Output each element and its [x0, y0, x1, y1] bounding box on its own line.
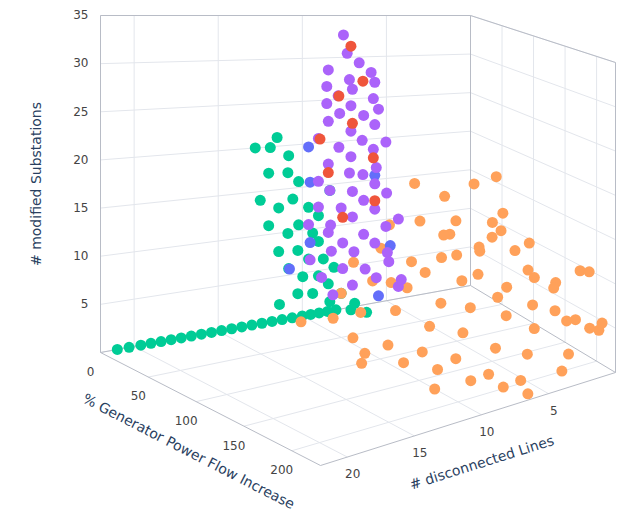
- svg-text:10: 10: [73, 249, 88, 263]
- svg-text:15: 15: [73, 201, 88, 215]
- svg-text:100: 100: [175, 414, 198, 428]
- svg-text:30: 30: [73, 56, 88, 70]
- svg-text:25: 25: [73, 105, 88, 119]
- svg-text:150: 150: [222, 439, 245, 453]
- svg-text:35: 35: [73, 8, 88, 22]
- svg-text:# disconnected Lines: # disconnected Lines: [408, 432, 556, 493]
- svg-text:# modified Substations: # modified Substations: [28, 102, 44, 266]
- svg-text:20: 20: [73, 153, 88, 167]
- svg-text:5: 5: [81, 297, 89, 311]
- svg-text:200: 200: [270, 463, 293, 477]
- svg-text:10: 10: [479, 425, 494, 439]
- svg-text:50: 50: [131, 389, 146, 403]
- svg-text:5: 5: [550, 404, 558, 418]
- svg-text:% Generator Power Flow Increas: % Generator Power Flow Increase: [80, 390, 297, 512]
- svg-text:15: 15: [412, 446, 427, 460]
- svg-text:20: 20: [345, 467, 360, 481]
- svg-text:0: 0: [87, 365, 95, 379]
